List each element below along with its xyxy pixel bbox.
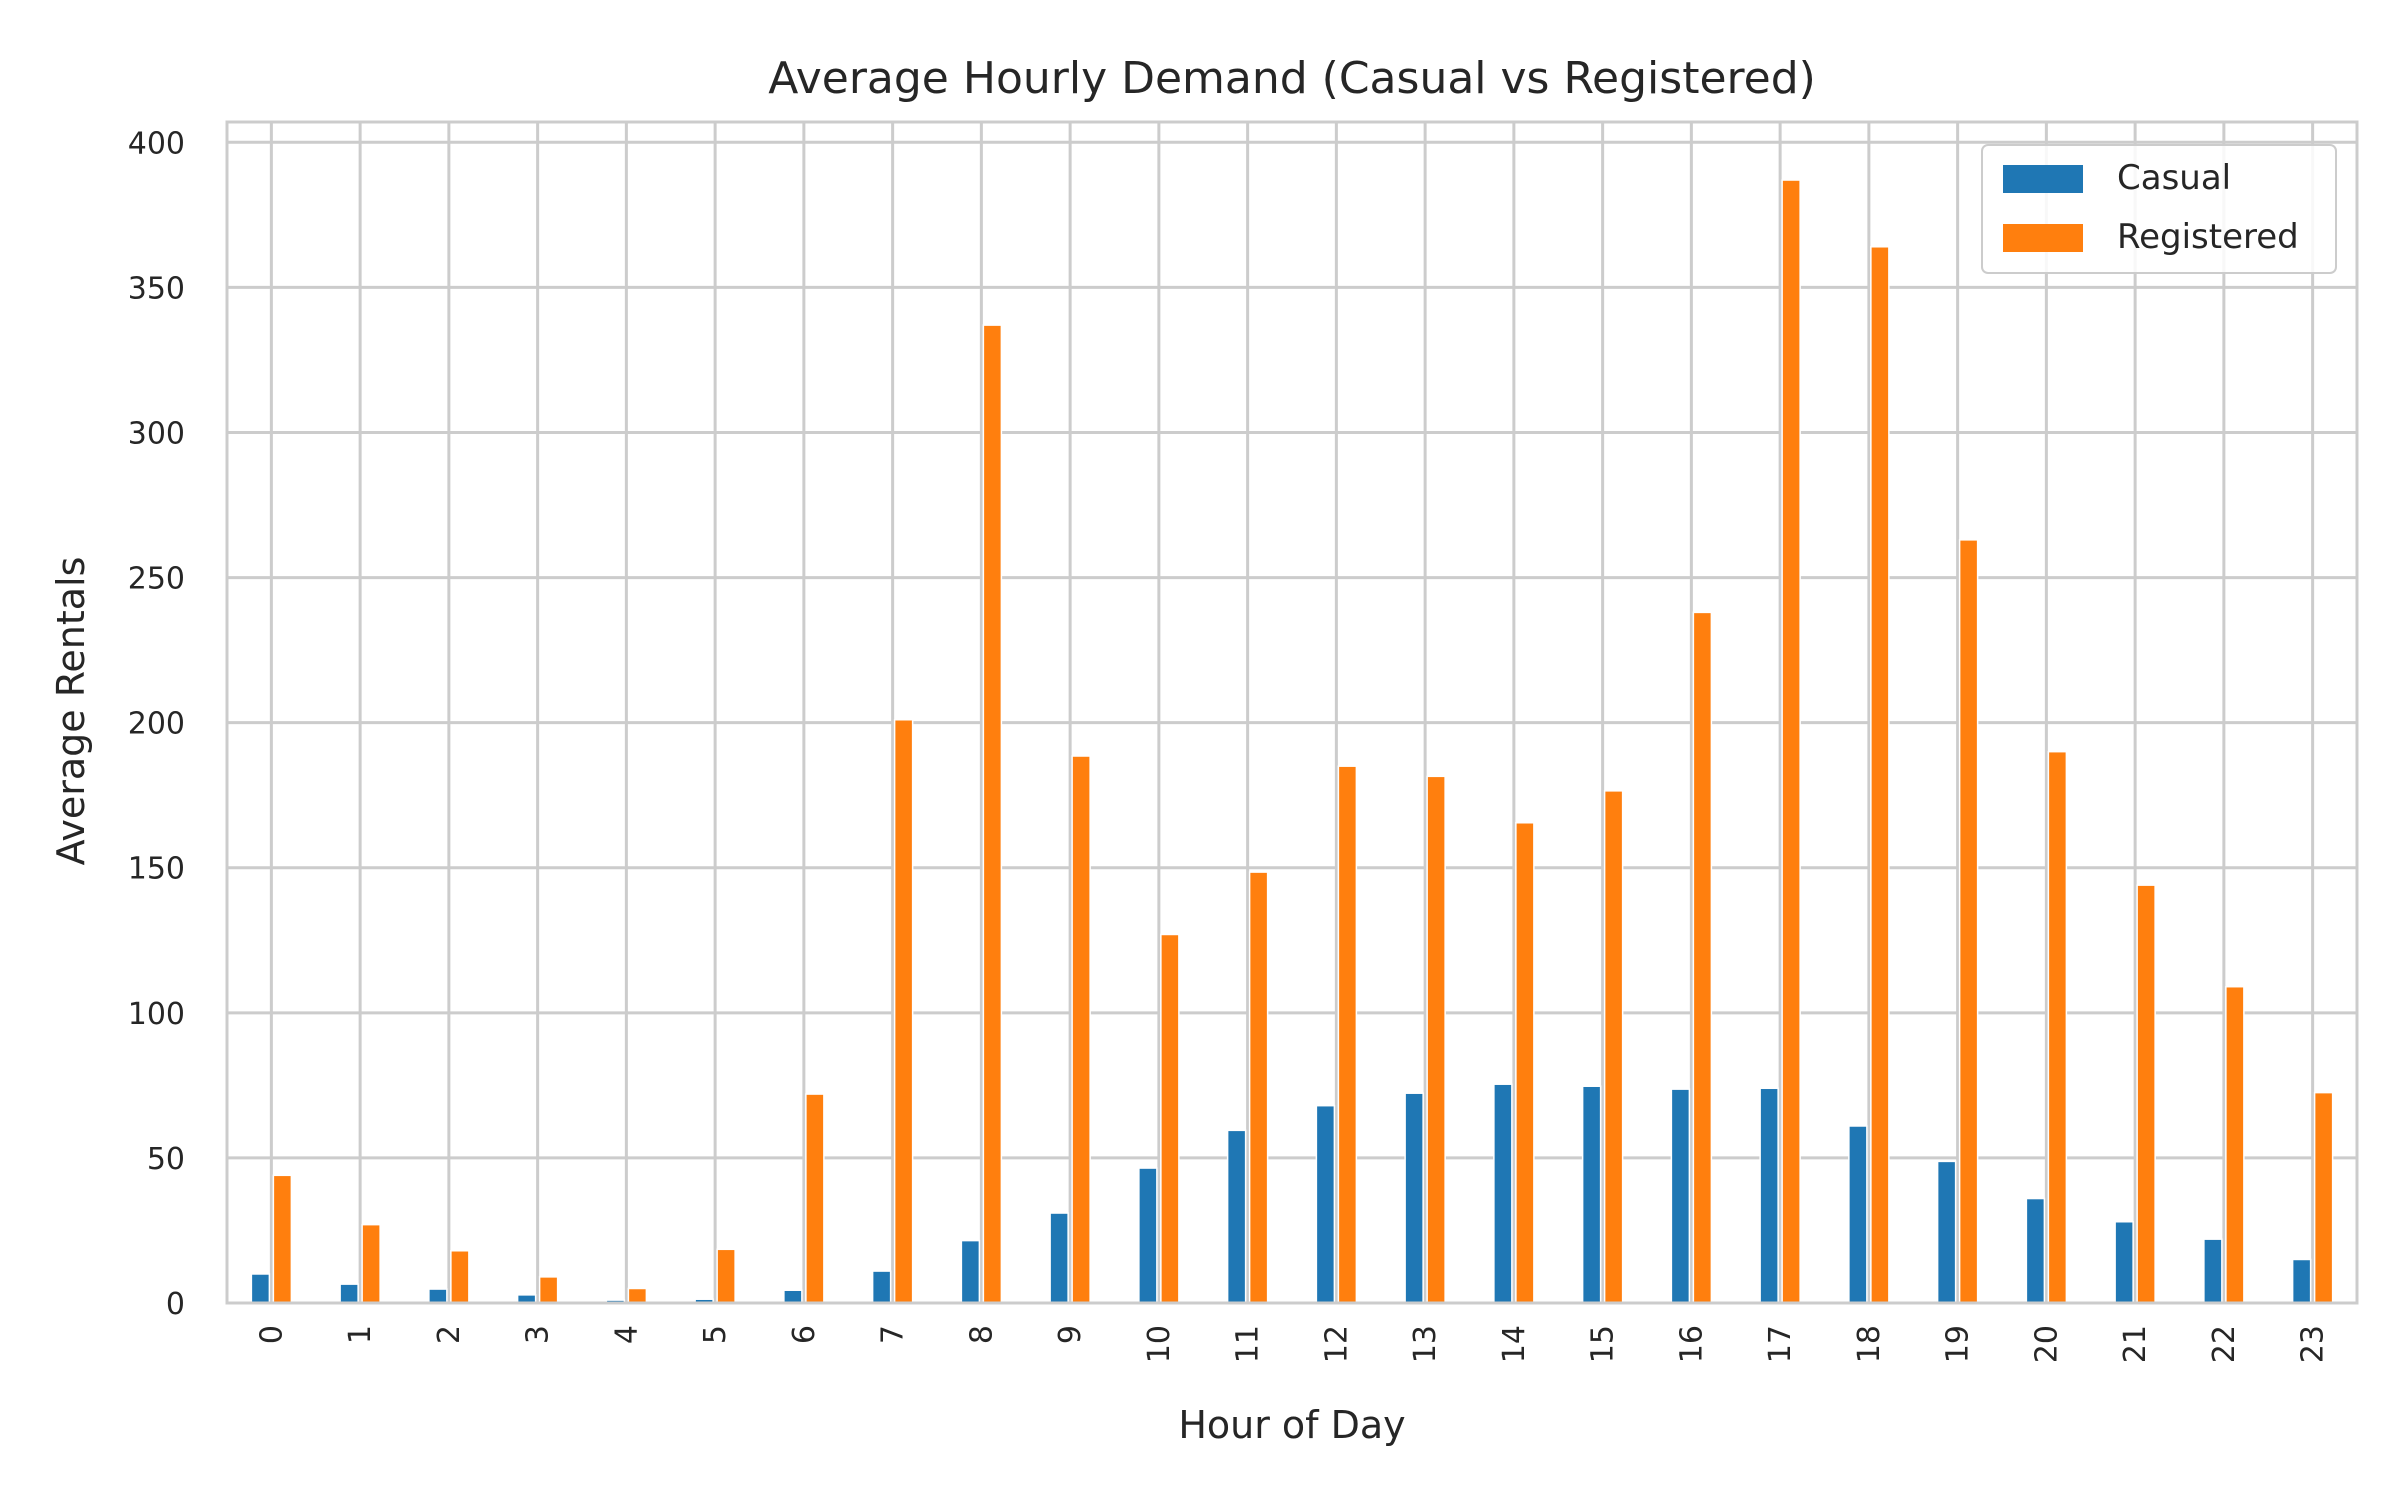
x-tick-label: 2 — [432, 1325, 467, 1344]
bar-registered — [1870, 246, 1890, 1304]
x-tick-labels: 0 1 2 3 4 5 6 7 8 9 10 11 12 13 14 15 16 17 18 19 20 21 22 23 — [254, 1325, 2330, 1363]
y-tick-label: 200 — [128, 707, 185, 742]
bar-casual — [1226, 1129, 1247, 1304]
x-tick-label: 9 — [1053, 1325, 1088, 1344]
x-tick-label: 1 — [343, 1325, 378, 1344]
y-tick-label: 400 — [128, 126, 185, 161]
x-tick-label: 12 — [1319, 1325, 1354, 1363]
x-axis-label: Hour of Day — [1178, 1403, 1405, 1447]
bar-casual — [1848, 1125, 1868, 1304]
bar-registered — [1426, 775, 1446, 1304]
bar-registered — [2313, 1091, 2334, 1304]
grid — [227, 122, 2357, 1305]
bar-registered — [361, 1223, 381, 1304]
bar-casual — [783, 1289, 803, 1304]
bar-registered — [1781, 179, 1801, 1304]
x-tick-label: 16 — [1674, 1325, 1709, 1363]
bar-registered — [893, 719, 914, 1304]
x-tick-label: 8 — [964, 1325, 999, 1344]
bar-registered — [1603, 790, 1624, 1304]
bar-registered — [1337, 765, 1358, 1304]
x-tick-label: 20 — [2029, 1325, 2064, 1363]
x-tick-label: 13 — [1408, 1325, 1443, 1363]
bar-casual — [428, 1288, 448, 1304]
bar-registered — [2225, 985, 2245, 1304]
bar-casual — [1936, 1160, 1957, 1304]
y-tick-label: 150 — [128, 852, 185, 887]
bar-casual — [2291, 1258, 2312, 1304]
x-tick-label: 10 — [1142, 1325, 1177, 1363]
bar-registered — [2136, 884, 2156, 1304]
y-tick-label: 0 — [166, 1287, 185, 1322]
bars — [250, 179, 2334, 1304]
bar-casual — [1670, 1088, 1691, 1304]
bar-registered — [272, 1174, 293, 1304]
y-tick-label: 350 — [128, 271, 185, 306]
bar-casual — [250, 1273, 271, 1304]
bar-casual — [960, 1239, 981, 1304]
bar-casual — [2114, 1221, 2134, 1304]
bar-casual — [1493, 1083, 1513, 1304]
x-tick-label: 15 — [1586, 1325, 1621, 1363]
bar-registered — [982, 324, 1003, 1304]
x-tick-label: 23 — [2296, 1325, 2331, 1363]
bar-registered — [1071, 755, 1091, 1304]
bar-registered — [2047, 750, 2068, 1304]
legend-swatch-casual — [2003, 165, 2083, 193]
bar-registered — [1160, 933, 1180, 1304]
bar-casual — [1404, 1092, 1424, 1304]
bar-registered — [1515, 822, 1535, 1304]
bar-registered — [805, 1093, 825, 1304]
bar-registered — [716, 1248, 736, 1304]
y-tick-label: 100 — [128, 997, 185, 1032]
x-tick-label: 0 — [254, 1325, 289, 1344]
x-tick-label: 19 — [1941, 1325, 1976, 1363]
legend: Casual Registered — [1981, 144, 2337, 274]
legend-swatch-registered — [2003, 224, 2083, 252]
x-tick-label: 3 — [521, 1325, 556, 1344]
bar-registered — [1248, 871, 1269, 1304]
bar-casual — [1049, 1212, 1069, 1304]
bar-registered — [627, 1287, 648, 1304]
bar-registered — [450, 1250, 470, 1304]
y-tick-labels: 0 50 100 150 200 250 300 350 400 — [128, 126, 185, 1322]
x-tick-label: 7 — [876, 1325, 911, 1344]
x-tick-label: 21 — [2118, 1325, 2153, 1363]
bar-casual — [2025, 1197, 2046, 1304]
bar-casual — [1315, 1104, 1336, 1304]
bar-registered — [1692, 611, 1713, 1304]
y-axis-label: Average Rentals — [49, 557, 93, 866]
bar-casual — [871, 1270, 892, 1304]
y-tick-label: 50 — [147, 1142, 185, 1177]
x-tick-label: 11 — [1231, 1325, 1266, 1363]
bar-casual — [2203, 1238, 2223, 1304]
x-tick-label: 18 — [1852, 1325, 1887, 1363]
bar-registered — [1958, 539, 1979, 1304]
x-tick-label: 4 — [609, 1325, 644, 1344]
bar-casual — [1138, 1167, 1158, 1304]
bar-registered — [538, 1276, 559, 1304]
y-tick-label: 300 — [128, 416, 185, 451]
bar-casual — [1581, 1085, 1602, 1304]
x-tick-label: 14 — [1497, 1325, 1532, 1363]
legend-label-casual: Casual — [2117, 158, 2231, 198]
bar-casual — [1759, 1087, 1779, 1304]
x-tick-label: 6 — [787, 1325, 822, 1344]
x-tick-label: 17 — [1763, 1325, 1798, 1363]
chart-title: Average Hourly Demand (Casual vs Registe… — [768, 53, 1816, 104]
bar-casual — [339, 1283, 359, 1304]
x-tick-label: 5 — [698, 1325, 733, 1344]
y-tick-label: 250 — [128, 562, 185, 597]
plot-frame — [225, 120, 2359, 1305]
x-tick-label: 22 — [2207, 1325, 2242, 1363]
legend-label-registered: Registered — [2117, 217, 2299, 257]
